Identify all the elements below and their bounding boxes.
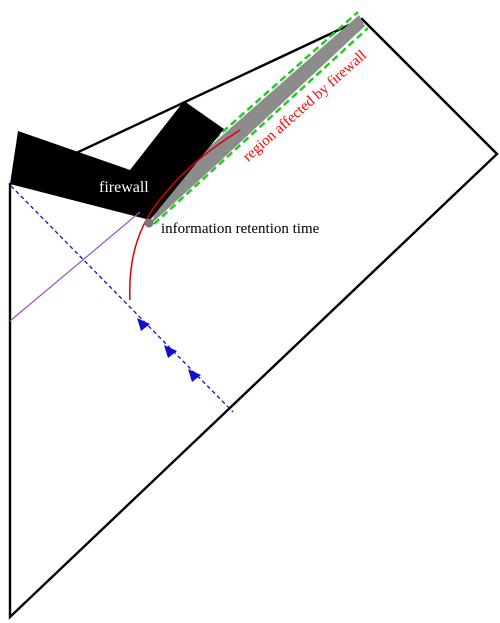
firewall-region-strip (150, 15, 365, 225)
firewall-shape (10, 101, 224, 220)
retention-time-label: information retention time (161, 221, 320, 237)
purple-diagonal-line (9, 211, 141, 322)
information-retention-point (144, 218, 154, 228)
spacetime-boundary (8, 17, 499, 620)
red-trajectory-curve (129, 129, 241, 301)
region-border-lower (153, 27, 369, 225)
ray-arrow-2 (164, 345, 177, 358)
ray-arrow-3 (188, 369, 201, 382)
light-ray (10, 185, 234, 413)
ray-arrow-1 (137, 318, 150, 331)
firewall-label: firewall (99, 179, 149, 196)
region-border-upper (164, 11, 359, 184)
